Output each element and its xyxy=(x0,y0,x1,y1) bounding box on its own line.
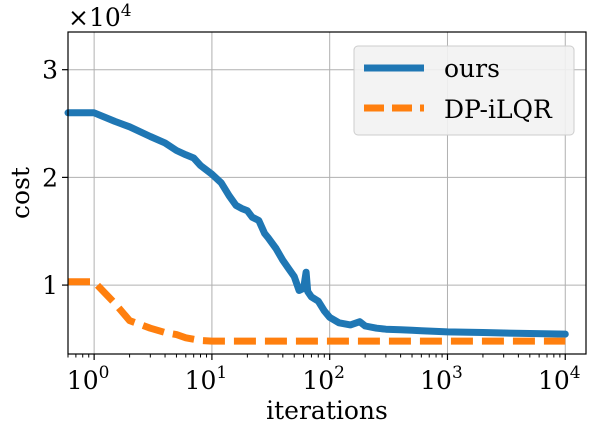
x-tick-label: 104 xyxy=(538,363,581,395)
y-tick-label: 3 xyxy=(42,56,58,85)
y-tick-label: 2 xyxy=(42,163,58,192)
y-axis: 1 2 3 xyxy=(42,56,68,300)
x-axis: 100 101 102 103 104 xyxy=(67,354,581,395)
legend-label-dp-ilqr: DP-iLQR xyxy=(444,95,553,124)
series-line-dp-ilqr xyxy=(68,278,566,345)
series-line-ours xyxy=(64,109,569,338)
axes-frame xyxy=(67,31,587,355)
y-axis-label: cost xyxy=(6,167,35,219)
x-tick-label: 101 xyxy=(185,363,228,395)
offset-text: ×104 xyxy=(68,1,132,32)
y-tick-label: 1 xyxy=(42,271,58,300)
x-tick-label: 100 xyxy=(67,363,110,395)
legend-label-ours: ours xyxy=(444,54,500,83)
x-tick-label: 103 xyxy=(420,363,463,395)
x-axis-label: iterations xyxy=(266,396,388,425)
x-tick-label: 102 xyxy=(302,363,345,395)
legend: ours DP-iLQR xyxy=(353,45,575,136)
plot-area xyxy=(64,109,569,345)
